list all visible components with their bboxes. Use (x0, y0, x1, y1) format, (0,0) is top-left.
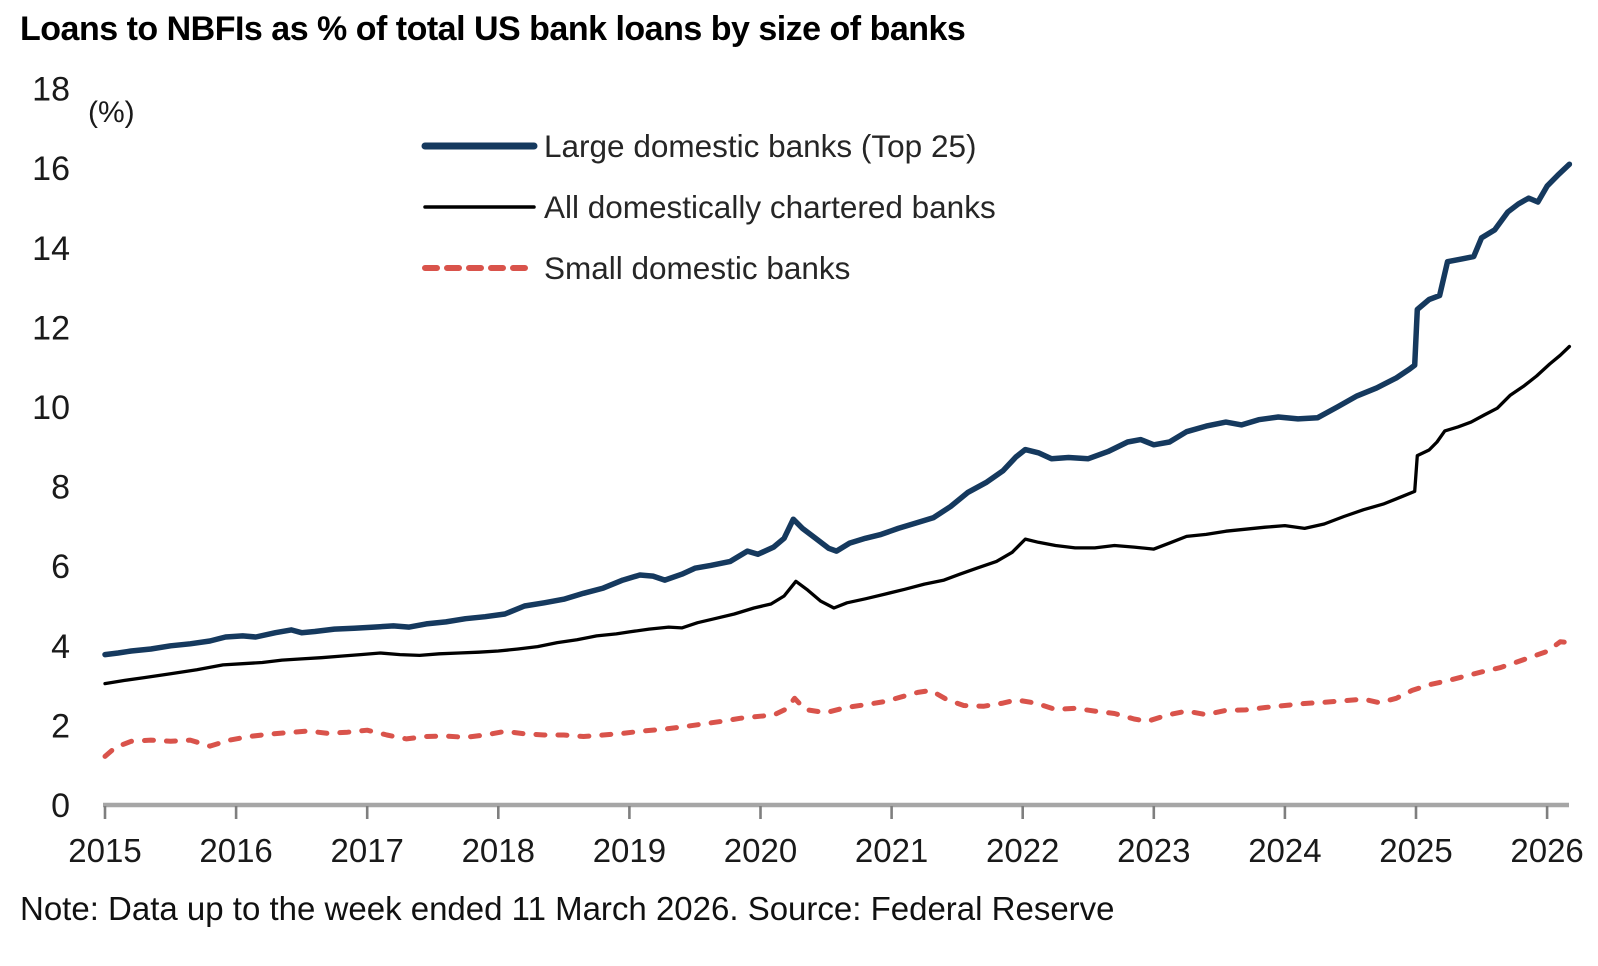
y-axis-label-10: 10 (32, 389, 70, 427)
chart-title: Loans to NBFIs as % of total US bank loa… (20, 10, 966, 48)
x-axis-label-2021: 2021 (855, 832, 928, 869)
x-axis-label-2022: 2022 (986, 832, 1059, 869)
y-axis-label-2: 2 (51, 707, 70, 745)
series-line-all-domestically-chartered-banks (103, 344, 1572, 686)
x-axis-label-2023: 2023 (1117, 832, 1190, 869)
y-axis-label-14: 14 (32, 230, 70, 268)
x-axis-label-2017: 2017 (330, 832, 403, 869)
x-axis-label-2026: 2026 (1510, 832, 1583, 869)
x-axis-label-2019: 2019 (593, 832, 666, 869)
legend-label-small-domestic-banks: Small domestic banks (544, 250, 850, 286)
x-axis-label-2018: 2018 (462, 832, 535, 869)
series-line-small-domestic-banks (102, 639, 1572, 759)
x-axis-label-2015: 2015 (68, 832, 141, 869)
y-axis-unit-label: (%) (88, 96, 135, 129)
y-axis-label-16: 16 (32, 150, 70, 188)
series-line-large-domestic-banks-top-25 (102, 161, 1573, 658)
x-axis-label-2024: 2024 (1248, 832, 1321, 869)
x-axis-label-2016: 2016 (199, 832, 272, 869)
x-axis-label-2025: 2025 (1379, 832, 1452, 869)
legend-label-large-domestic-banks-top-25: Large domestic banks (Top 25) (544, 128, 976, 164)
y-axis-label-8: 8 (51, 469, 70, 507)
legend-label-all-domestically-chartered-banks: All domestically chartered banks (544, 189, 996, 225)
x-axis-label-2020: 2020 (724, 832, 797, 869)
y-axis-label-18: 18 (32, 71, 70, 109)
y-axis-label-4: 4 (51, 628, 70, 666)
y-axis-label-6: 6 (51, 548, 70, 586)
chart-note: Note: Data up to the week ended 11 March… (20, 890, 1115, 927)
y-axis-label-0: 0 (51, 787, 70, 825)
y-axis-label-12: 12 (32, 309, 70, 347)
